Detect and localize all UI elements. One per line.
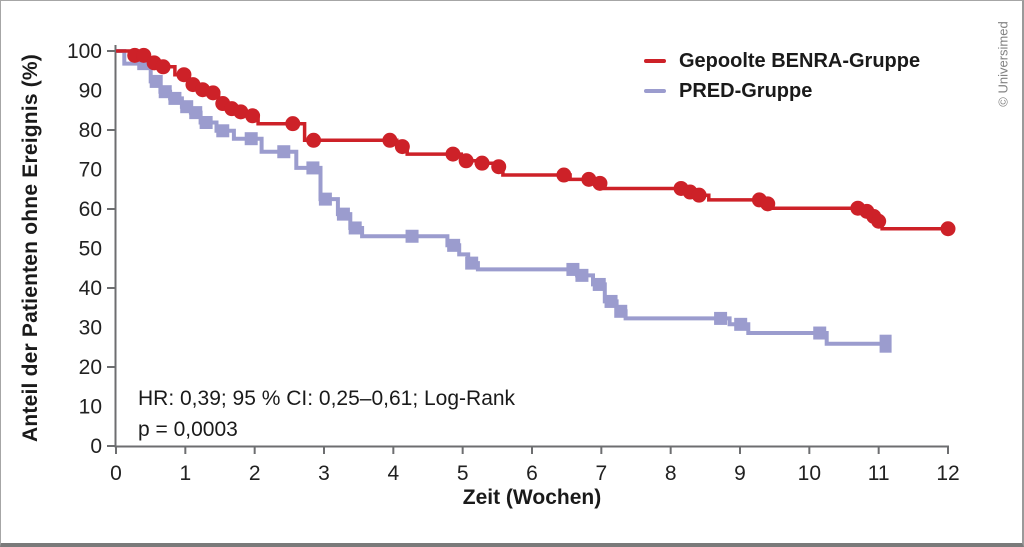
pred-event-marker <box>575 268 589 282</box>
y-tick-label: 70 <box>79 159 102 182</box>
y-tick-label: 40 <box>79 277 102 300</box>
y-tick-label: 80 <box>79 119 102 142</box>
legend-label-pred: PRED-Gruppe <box>679 79 813 102</box>
benra-event-marker <box>155 59 171 75</box>
pred-event-marker <box>216 124 230 138</box>
x-tick-label: 1 <box>179 462 191 485</box>
x-axis-title: Zeit (Wochen) <box>462 486 602 509</box>
benra-event-marker <box>445 146 461 162</box>
y-axis-title: Anteil der Patienten ohne Ereignis (%) <box>19 54 42 442</box>
y-tick-label: 0 <box>90 435 102 458</box>
pred-event-marker <box>244 132 258 146</box>
benra-event-marker <box>556 167 572 183</box>
pred-event-marker <box>168 91 182 105</box>
benra-event-marker <box>233 104 249 120</box>
hazard-ratio-text: HR: 0,39; 95 % CI: 0,25–0,61; Log-Rank <box>138 387 516 410</box>
pred-event-marker <box>813 326 827 340</box>
benra-event-marker <box>176 67 192 83</box>
y-tick-label: 100 <box>67 40 102 63</box>
pred-event-marker <box>714 311 728 325</box>
x-tick-label: 12 <box>936 462 959 485</box>
y-tick-label: 10 <box>79 396 102 419</box>
statistics-annotation: HR: 0,39; 95 % CI: 0,25–0,61; Log-Rank p… <box>138 383 515 445</box>
pred-event-marker <box>189 106 203 120</box>
pred-event-marker <box>348 221 362 235</box>
y-tick-label: 50 <box>79 238 102 261</box>
pred-event-marker <box>734 317 748 331</box>
benra-event-marker <box>205 85 221 101</box>
benra-event-marker <box>691 187 707 203</box>
benra-event-marker <box>285 116 301 132</box>
pred-line-swatch-icon <box>644 89 666 93</box>
pred-event-marker <box>879 334 892 353</box>
benra-event-marker <box>491 159 507 175</box>
y-tick-label: 60 <box>79 198 102 221</box>
benra-event-marker <box>136 47 152 63</box>
x-tick-label: 10 <box>798 462 821 485</box>
x-tick-label: 6 <box>526 462 538 485</box>
pred-event-marker <box>199 115 213 129</box>
x-tick-label: 2 <box>249 462 261 485</box>
y-tick-label: 90 <box>79 80 102 103</box>
x-tick-label: 3 <box>318 462 330 485</box>
legend: Gepoolte BENRA-Gruppe PRED-Gruppe <box>644 46 920 106</box>
x-tick-label: 5 <box>457 462 469 485</box>
pred-event-marker <box>405 229 419 243</box>
benra-event-marker <box>760 196 776 212</box>
y-tick-label: 30 <box>79 317 102 340</box>
pred-event-marker <box>318 192 332 206</box>
pred-event-marker <box>277 145 291 159</box>
benra-event-marker <box>474 155 490 171</box>
benra-event-marker <box>394 139 410 155</box>
copyright-credit: © Universimed <box>995 21 1011 107</box>
pred-event-marker <box>592 277 606 291</box>
benra-event-marker <box>940 221 956 237</box>
legend-label-benra: Gepoolte BENRA-Gruppe <box>679 49 921 72</box>
x-tick-label: 8 <box>665 462 677 485</box>
benra-event-marker <box>592 175 608 191</box>
pred-event-marker <box>465 256 479 270</box>
benra-event-marker <box>306 132 322 148</box>
pred-event-marker <box>149 74 163 88</box>
benra-event-marker <box>871 213 887 229</box>
benra-line-swatch-icon <box>644 59 666 63</box>
pred-event-marker <box>306 161 320 175</box>
legend-item-pred: PRED-Gruppe <box>644 76 920 106</box>
legend-item-benra: Gepoolte BENRA-Gruppe <box>644 46 920 76</box>
y-tick-label: 20 <box>79 356 102 379</box>
x-tick-label: 7 <box>595 462 607 485</box>
pred-event-marker <box>336 207 350 221</box>
pred-event-marker <box>604 294 618 308</box>
pred-event-marker <box>614 304 628 318</box>
benra-event-marker <box>458 153 474 169</box>
benra-event-marker <box>245 108 261 124</box>
x-tick-label: 0 <box>110 462 122 485</box>
x-tick-label: 4 <box>387 462 399 485</box>
pred-event-marker <box>447 238 461 252</box>
x-tick-label: 9 <box>734 462 746 485</box>
benra-event-marker <box>382 132 398 148</box>
p-value-text: p = 0,0003 <box>138 418 238 441</box>
x-tick-label: 11 <box>868 462 890 485</box>
